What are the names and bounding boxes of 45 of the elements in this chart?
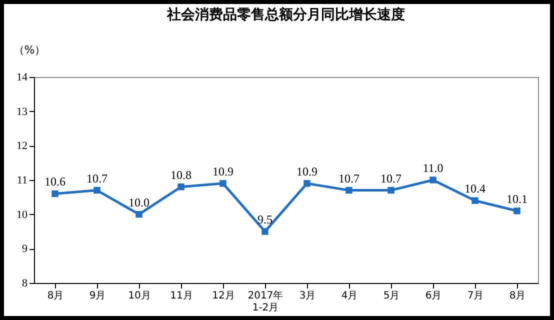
x-tick-label: 10月 [128,290,151,302]
text: 10.0 [128,195,150,210]
text: 11.0 [422,161,444,175]
x-tick-label: 6月 [425,290,442,302]
x-tick-label: 12月 [212,290,235,302]
x-tick-label: 11月 [170,290,193,302]
text: 10.7 [338,171,360,186]
text: 10.4 [464,182,486,196]
x-tick-label: 7月 [467,290,484,302]
y-tick-label: 9 [22,243,28,256]
point [178,184,184,190]
y-axis-title: （%） [13,44,46,56]
point [94,186,100,194]
y-tick-label: 12 [16,140,28,152]
x-tick-label: 9月 [89,290,106,302]
x-tick-label: 8月 [47,290,64,302]
y-tick-label: 13 [16,106,28,118]
point [136,210,142,218]
point [304,180,310,187]
point [514,208,520,214]
text: 10.7 [86,171,108,186]
text: 10.9 [296,164,318,178]
text: 10.6 [44,174,66,189]
point [388,186,394,194]
x-tick-label: 2017年 1-2月 [248,290,284,314]
text: 10.9 [212,164,234,178]
text: 9.5 [258,212,272,226]
text: 10.8 [170,168,192,182]
y-tick-label: 11 [16,174,28,186]
x-tick-label: 3月 [299,290,316,302]
y-tick-label: 8 [22,278,28,290]
point [346,186,352,194]
x-tick-label: 8月 [509,290,526,302]
text: 10.7 [380,171,402,186]
text: 10.1 [506,192,528,206]
point [472,197,478,204]
y-tick-label: 14 [16,72,28,84]
point [262,228,268,235]
point [220,180,226,187]
x-tick-label: 4月 [341,290,358,302]
y-tick-label: 10 [16,208,28,221]
point [430,176,436,184]
x-tick-label: 5月 [383,290,400,302]
chart-title: 社会消费品零售总额分月同比增长速度 [166,6,405,23]
point [52,190,58,198]
